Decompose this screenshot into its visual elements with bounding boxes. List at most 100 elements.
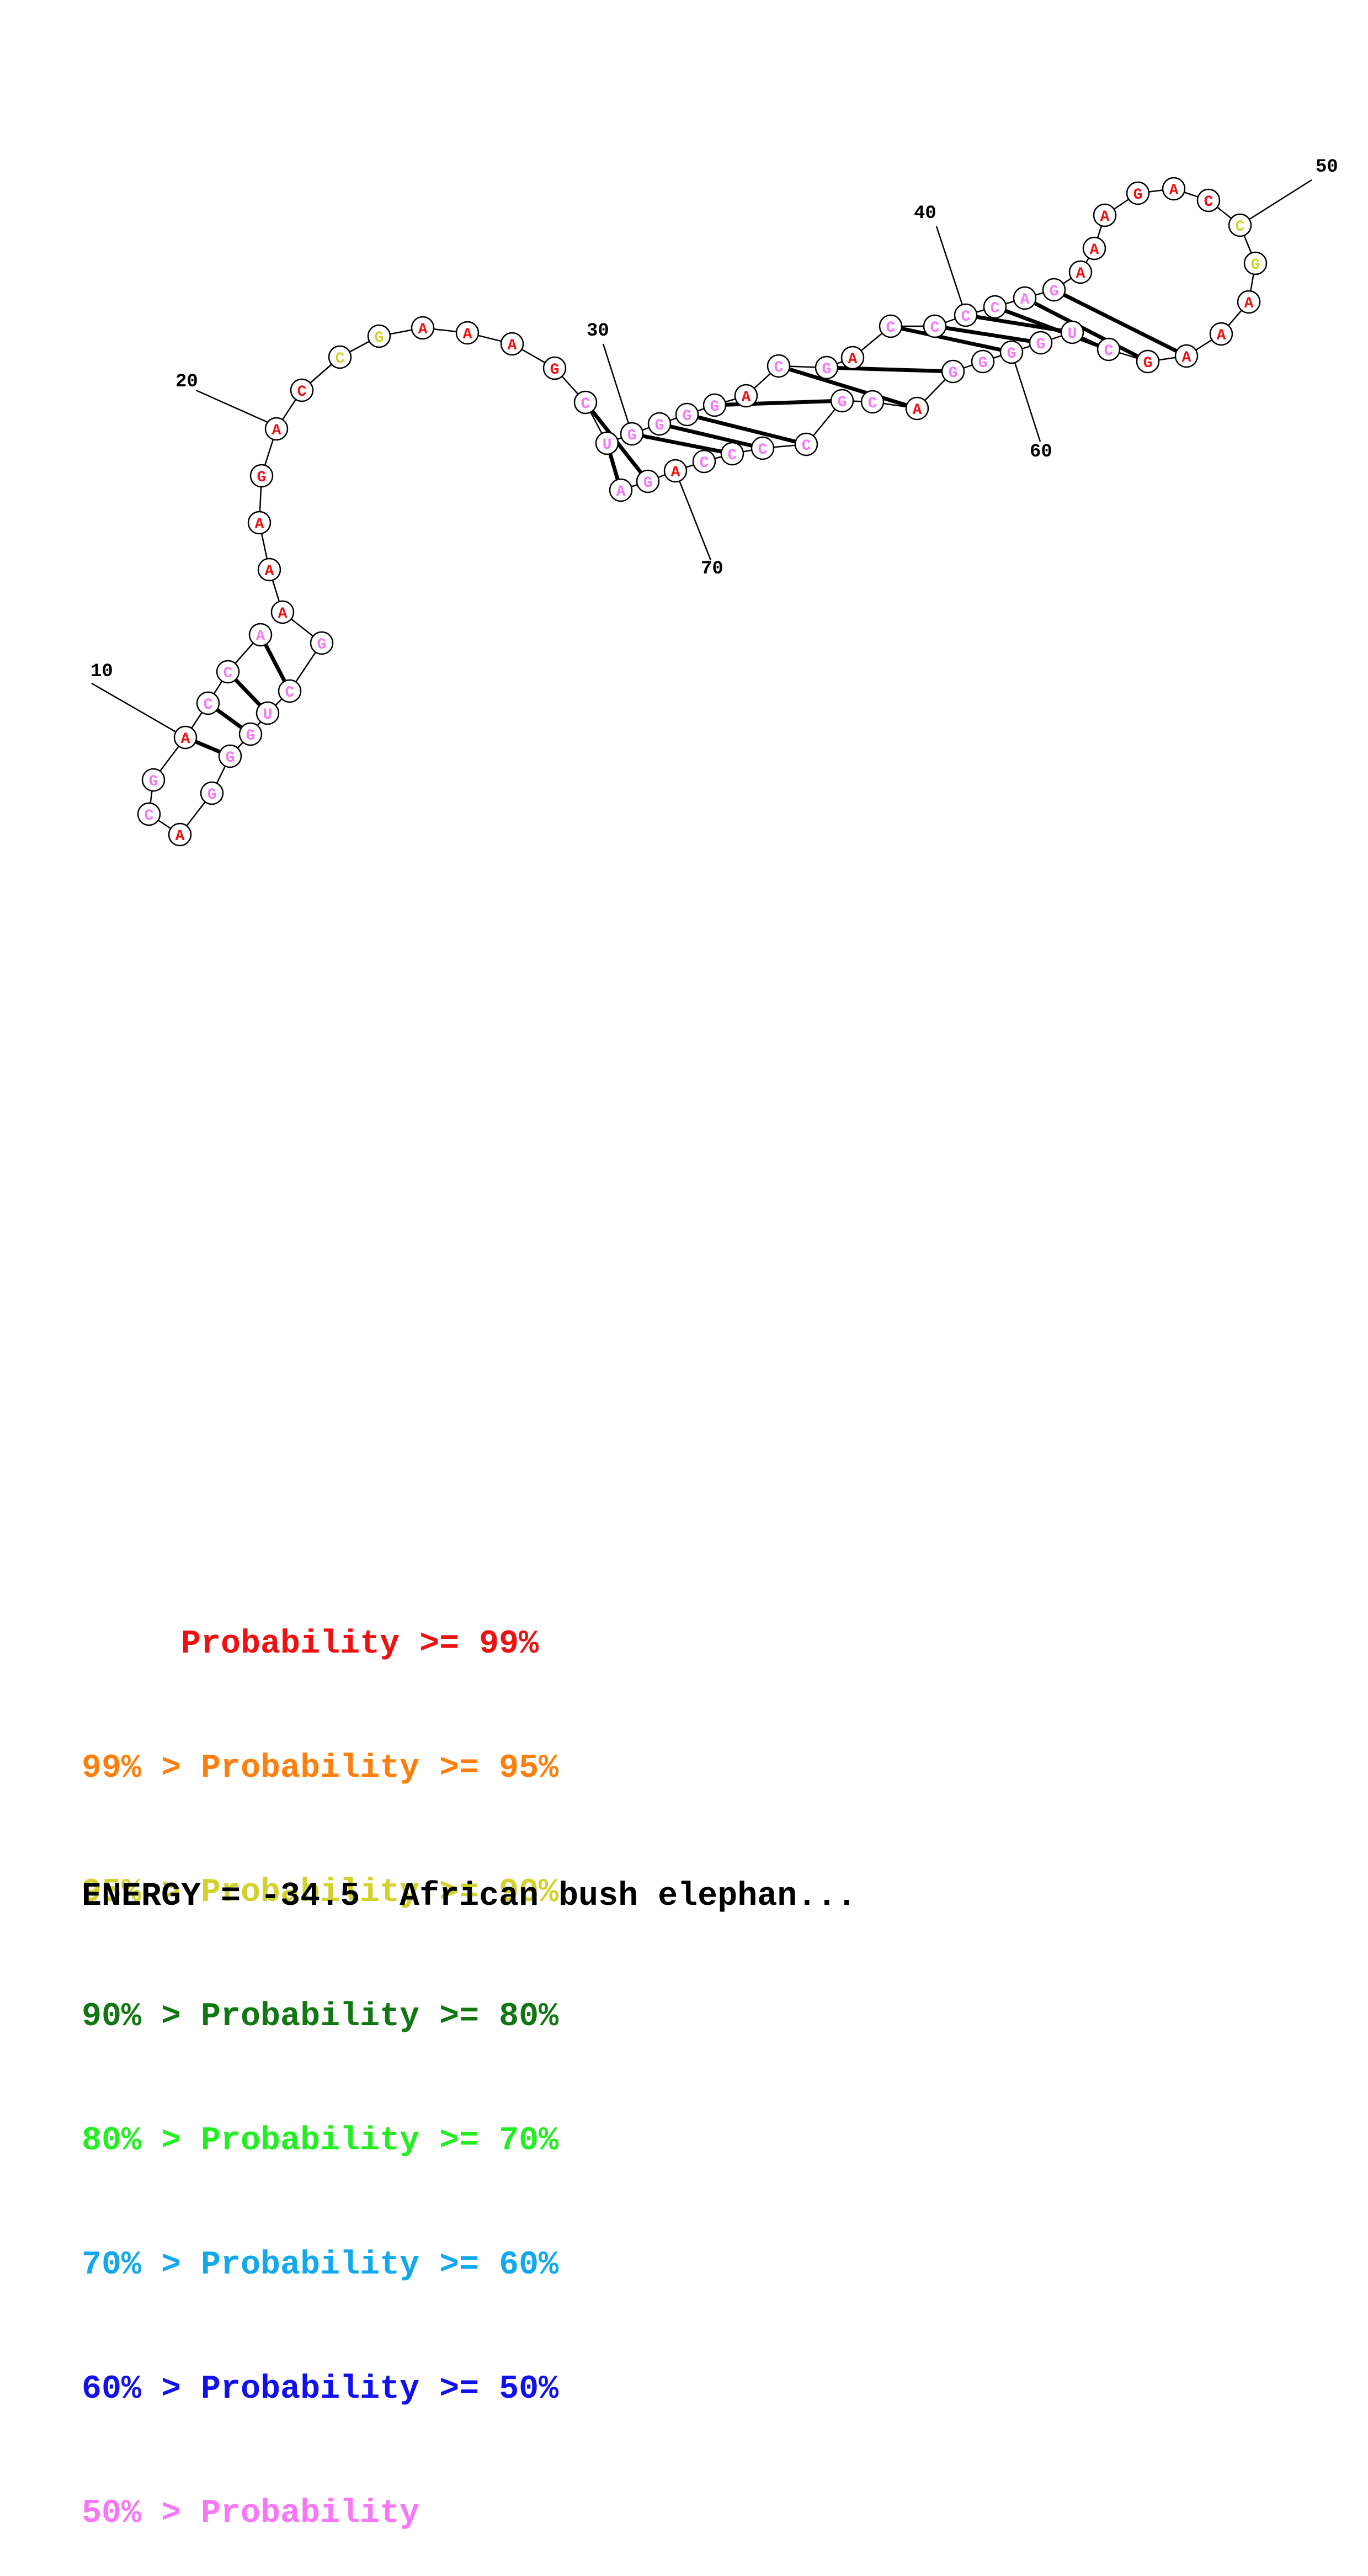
- nucleotide: A: [1013, 286, 1037, 310]
- nucleotide-base: C: [1104, 343, 1114, 360]
- base-pair-bond: [659, 422, 763, 450]
- nucleotide-circle: [573, 390, 598, 415]
- nucleotide-base: C: [285, 684, 295, 702]
- nucleotide-base: A: [1100, 209, 1110, 226]
- nucleotide-base: C: [204, 697, 213, 714]
- nucleotide-base: A: [1090, 242, 1099, 259]
- nucleotide: A: [248, 623, 273, 647]
- nucleotide-circle: [257, 557, 281, 582]
- nucleotide: A: [1093, 203, 1117, 227]
- nucleotide-circle: [860, 390, 885, 414]
- nucleotide-circle: [734, 384, 758, 408]
- nucleotide-circle: [620, 422, 644, 446]
- nucleotide: A: [455, 321, 480, 345]
- nucleotide-base: A: [272, 422, 281, 439]
- position-label: 70: [701, 559, 723, 580]
- energy-caption: ENERGY = -34.5 African bush elephan...: [82, 1878, 857, 1915]
- position-label: 30: [587, 321, 609, 342]
- nucleotide-circle: [328, 345, 352, 369]
- nucleotide: A: [609, 478, 633, 502]
- nucleotide-base: A: [1169, 182, 1179, 199]
- nucleotide: G: [249, 464, 274, 488]
- nucleotide-circle: [249, 464, 274, 488]
- legend-entry: 60% > Probability >= 50%: [82, 2371, 559, 2408]
- nucleotide-base: G: [710, 399, 720, 416]
- position-label: 40: [914, 203, 936, 224]
- nucleotide-circle: [1068, 260, 1093, 284]
- nucleotide: C: [794, 432, 818, 456]
- nucleotide-circle: [983, 295, 1007, 319]
- nucleotide: G: [999, 340, 1024, 364]
- nucleotide-base: A: [742, 389, 751, 406]
- nucleotide: C: [720, 442, 744, 466]
- nucleotide-base: A: [848, 351, 858, 368]
- nucleotide: C: [954, 303, 978, 327]
- nucleotide-circle: [815, 355, 839, 380]
- position-label: 60: [1030, 442, 1052, 463]
- nucleotide-circle: [647, 412, 672, 436]
- nucleotide-base: G: [1050, 283, 1059, 300]
- nucleotide: C: [278, 679, 302, 703]
- nucleotide-base: G: [838, 394, 847, 411]
- nucleotide-circle: [542, 356, 567, 380]
- nucleotide: A: [168, 822, 192, 847]
- nucleotide-base: A: [463, 326, 472, 343]
- nucleotide-base: A: [265, 563, 274, 580]
- nucleotide: A: [905, 396, 929, 421]
- nucleotide: A: [270, 600, 295, 624]
- position-label: 50: [1316, 157, 1338, 178]
- nucleotide-base: G: [949, 365, 958, 382]
- nucleotide-base: G: [1133, 187, 1143, 204]
- base-pair-bond: [826, 365, 954, 374]
- nucleotide: U: [255, 701, 280, 725]
- nucleotide-base: U: [263, 707, 273, 724]
- nucleotide-circle: [137, 802, 161, 826]
- nucleotide-base: C: [336, 350, 345, 368]
- nucleotide-base: G: [627, 427, 637, 444]
- position-tick: [91, 682, 186, 739]
- nucleotide: G: [1029, 331, 1053, 355]
- nucleotide-circle: [1243, 251, 1268, 275]
- nucleotide-base: A: [508, 337, 517, 354]
- nucleotide-circle: [1174, 344, 1199, 368]
- nucleotide: C: [1096, 337, 1121, 362]
- nucleotide: G: [636, 469, 660, 493]
- nucleotide-circle: [1237, 290, 1261, 314]
- nucleotide: G: [971, 349, 995, 374]
- nucleotide-base: A: [671, 464, 680, 481]
- nucleotide: A: [247, 511, 272, 535]
- nucleotide-base: C: [802, 438, 811, 455]
- nucleotide-base: A: [181, 731, 190, 748]
- position-labels: 10 20 30 40 50 60 70: [91, 157, 1338, 739]
- base-pair-bond: [631, 432, 733, 456]
- nucleotide: A: [257, 557, 281, 582]
- nucleotide: G: [647, 412, 672, 436]
- nucleotide-base: G: [655, 417, 664, 434]
- nucleotide-base: A: [616, 484, 626, 501]
- legend-entry: 95% > Probability >= 90%: [82, 1874, 559, 1911]
- nucleotide: C: [216, 660, 240, 684]
- nucleotide-circle: [1013, 286, 1037, 310]
- probability-legend: Probability >= 99% 99% > Probability >= …: [82, 1541, 558, 2576]
- nucleotide-base: G: [1251, 257, 1260, 274]
- nucleotide-circle: [248, 623, 273, 647]
- nucleotide-circle: [367, 324, 391, 348]
- nucleotide-circle: [238, 722, 263, 746]
- nucleotide-circle: [196, 691, 220, 715]
- nucleotide: C: [290, 378, 314, 402]
- nucleotide-base: A: [1076, 265, 1085, 283]
- nucleotide: G: [200, 781, 224, 805]
- nucleotide-circle: [1126, 181, 1150, 205]
- nucleotide: A: [1174, 344, 1199, 368]
- nucleotide-circle: [636, 469, 660, 493]
- nucleotide-circle: [411, 316, 435, 340]
- nucleotide: C: [766, 354, 791, 378]
- nucleotide: C: [923, 314, 947, 338]
- nucleotide-circle: [1162, 177, 1186, 201]
- nucleotide-circle: [954, 303, 978, 327]
- nucleotide-base: C: [223, 665, 233, 682]
- nucleotide: C: [860, 390, 885, 414]
- nucleotide-circle: [702, 393, 727, 417]
- nucleotide-base: C: [728, 447, 737, 464]
